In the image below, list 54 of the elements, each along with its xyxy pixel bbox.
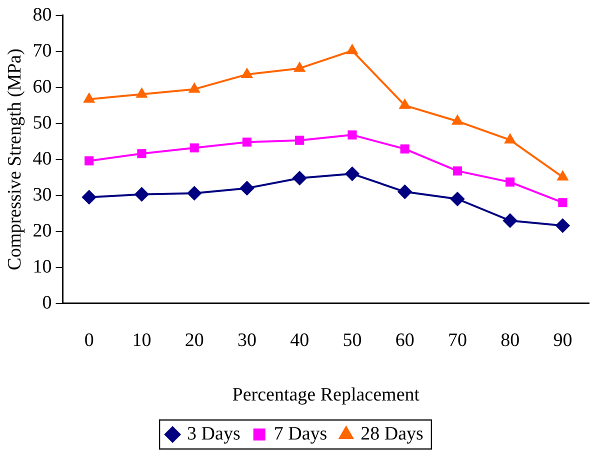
point (295, 136, 304, 145)
point (400, 99, 410, 109)
y-tick-label: 40 (32, 148, 52, 170)
y-tick-label: 0 (42, 292, 52, 314)
point (452, 166, 462, 176)
x-tick-label: 60 (395, 330, 414, 351)
point (134, 187, 149, 202)
y-axis-title: Compressive Strength (MPa) (4, 48, 26, 270)
y-tick-label: 10 (32, 256, 52, 278)
x-tick-label: 80 (500, 330, 520, 351)
point (558, 198, 568, 208)
point (400, 144, 410, 154)
legend-label: 3 Days (187, 423, 240, 444)
point (506, 178, 515, 187)
point (398, 184, 412, 199)
point (82, 190, 96, 204)
point (504, 134, 516, 144)
x-tick-label: 40 (290, 330, 310, 351)
y-tick-label: 80 (32, 4, 52, 26)
y-tick-label: 60 (32, 76, 52, 98)
y-tick-label: 20 (32, 220, 52, 242)
x-tick-label: 0 (84, 330, 94, 351)
point (452, 115, 463, 125)
x-tick-label: 50 (342, 330, 362, 351)
point (557, 171, 568, 181)
point (345, 166, 360, 181)
point (242, 68, 252, 78)
point (136, 88, 148, 98)
point (450, 192, 464, 206)
point (240, 181, 254, 196)
x-tick-label: 20 (184, 330, 204, 351)
legend-label: 28 Days (360, 423, 424, 444)
point (348, 130, 357, 140)
x-tick-label: 90 (553, 330, 572, 351)
point (556, 218, 570, 233)
x-tick-label: 30 (237, 330, 256, 351)
point (503, 214, 518, 228)
point (292, 171, 307, 186)
y-tick-label: 50 (32, 112, 52, 134)
point (190, 143, 199, 152)
point (84, 93, 94, 103)
y-tick-label: 70 (32, 40, 52, 62)
y-tick-label: 30 (32, 184, 52, 206)
x-axis-title: Percentage Replacement (232, 384, 420, 406)
point (242, 138, 252, 147)
point (137, 149, 146, 158)
point (346, 44, 358, 54)
legend-label: 7 Days (274, 423, 328, 444)
x-tick-label: 70 (448, 330, 467, 351)
point (187, 186, 202, 200)
x-tick-label: 10 (132, 330, 152, 351)
point (84, 156, 94, 166)
point (294, 62, 305, 72)
point (189, 83, 200, 93)
